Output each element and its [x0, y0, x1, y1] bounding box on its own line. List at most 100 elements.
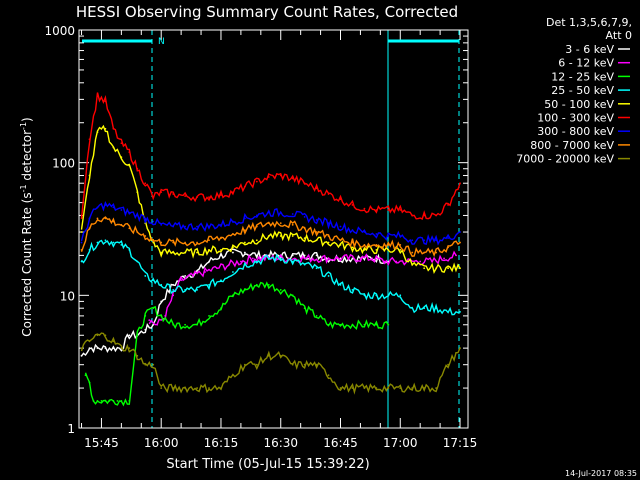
timestamp: 14-Jul-2017 08:35	[565, 469, 637, 478]
data-point	[128, 227, 131, 230]
data-point	[100, 400, 103, 402]
data-point	[435, 307, 438, 310]
data-point	[327, 222, 330, 225]
data-point	[435, 214, 438, 217]
data-point	[375, 387, 378, 389]
data-point	[423, 214, 426, 217]
data-point	[399, 249, 402, 251]
y-tick-label: 1	[67, 422, 75, 436]
data-point	[339, 387, 342, 389]
legend-label: 25 - 50 keV	[551, 84, 614, 97]
data-point	[383, 260, 386, 263]
data-point	[136, 191, 139, 193]
data-point	[96, 400, 99, 402]
data-point	[160, 314, 163, 317]
data-point	[291, 235, 294, 237]
data-point	[279, 354, 282, 357]
data-point	[128, 211, 131, 214]
x-tick-label: 15:45	[84, 436, 119, 450]
y-axis-label-main: Corrected Count Rate (s	[20, 192, 34, 336]
data-point	[184, 288, 187, 291]
data-point	[220, 307, 222, 310]
data-point	[112, 400, 115, 402]
data-point	[387, 243, 390, 246]
data-point	[267, 254, 270, 257]
legend-label: 800 - 7000 keV	[530, 139, 614, 152]
data-point	[208, 283, 210, 286]
data-point	[192, 275, 194, 277]
data-point	[423, 267, 426, 270]
data-point	[399, 235, 402, 237]
data-point	[164, 314, 167, 317]
data-point	[291, 294, 294, 297]
data-point	[80, 260, 83, 263]
data-point	[255, 180, 258, 183]
data-point	[172, 288, 175, 291]
data-point	[375, 323, 378, 326]
data-point	[152, 220, 155, 223]
data-point	[136, 167, 139, 170]
data-point	[327, 241, 330, 244]
legend-header-1: Det 1,3,5,6,7,9,	[546, 16, 632, 29]
data-point	[120, 156, 123, 159]
data-point	[104, 347, 107, 350]
data-point	[216, 267, 218, 270]
data-point	[220, 194, 222, 196]
data-point	[423, 251, 426, 254]
data-point	[315, 219, 318, 221]
data-point	[267, 257, 270, 260]
data-point	[411, 214, 414, 217]
data-point	[92, 400, 95, 402]
data-point	[447, 311, 449, 313]
data-point	[279, 235, 282, 237]
data-point	[387, 387, 390, 389]
data-point	[255, 214, 258, 217]
legend-label: 300 - 800 keV	[537, 125, 614, 138]
series-6	[80, 201, 461, 246]
data-point	[459, 267, 461, 270]
data-point	[435, 251, 438, 254]
data-point	[220, 254, 222, 257]
data-point	[351, 204, 354, 206]
data-point	[267, 176, 270, 178]
data-point	[180, 279, 183, 282]
data-point	[291, 223, 294, 226]
data-point	[88, 138, 91, 141]
data-point	[303, 216, 306, 218]
data-point	[184, 241, 187, 244]
data-point	[315, 254, 318, 257]
data-point	[232, 294, 234, 297]
data-point	[156, 323, 159, 326]
data-point	[279, 174, 282, 177]
data-point	[243, 263, 246, 266]
data-point	[375, 243, 378, 246]
data-point	[96, 347, 99, 350]
data-point	[196, 288, 198, 291]
data-point	[303, 363, 306, 366]
data-point	[172, 387, 175, 389]
data-point	[443, 257, 445, 260]
data-point	[128, 334, 131, 337]
legend-label: 100 - 300 keV	[537, 112, 614, 125]
data-point	[291, 260, 294, 263]
data-point	[160, 300, 163, 303]
data-point	[459, 241, 461, 244]
data-point	[279, 211, 282, 214]
data-point	[459, 311, 461, 313]
data-point	[104, 204, 107, 206]
data-point	[184, 225, 187, 228]
data-point	[196, 196, 198, 199]
y-axis-label-mid: detector	[20, 130, 34, 185]
data-point	[220, 279, 222, 282]
data-point	[279, 257, 282, 260]
legend-label: 3 - 6 keV	[565, 43, 614, 56]
series-2	[84, 281, 390, 407]
data-point	[315, 363, 318, 366]
data-point	[327, 275, 330, 277]
data-point	[255, 254, 258, 257]
data-point	[136, 231, 139, 233]
data-point	[196, 387, 198, 389]
data-point	[204, 271, 206, 273]
data-point	[243, 288, 246, 291]
